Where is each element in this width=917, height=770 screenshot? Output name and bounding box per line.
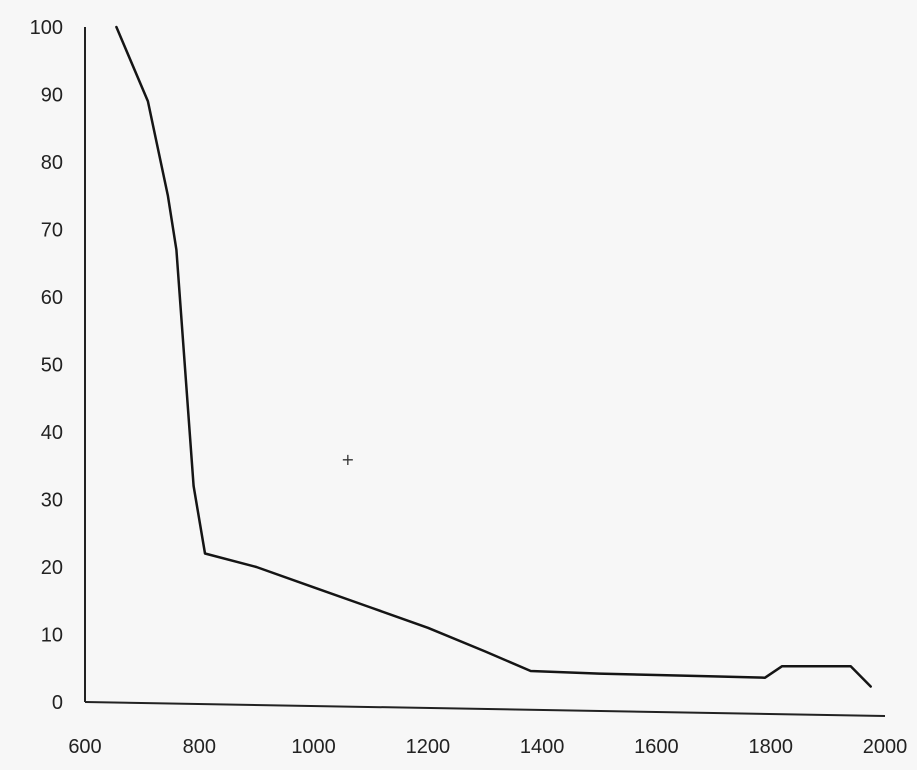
- x-tick-label: 1000: [291, 736, 336, 758]
- y-tick-label: 30: [41, 490, 63, 512]
- annotations: +: [341, 450, 354, 469]
- y-tick-label: 20: [41, 557, 63, 579]
- x-axis-line: [84, 701, 886, 717]
- x-tick-label: 1200: [406, 736, 451, 758]
- x-tick-label: 1400: [520, 736, 565, 758]
- y-tick-label: 50: [41, 355, 63, 377]
- y-tick-label: 40: [41, 422, 63, 444]
- x-tick-label: 2000: [863, 736, 908, 758]
- x-tick-label: 1800: [748, 736, 793, 758]
- x-tick-label: 800: [183, 736, 216, 758]
- y-tick-label: 0: [52, 692, 63, 714]
- y-tick-label: 10: [41, 625, 63, 647]
- y-tick-label: 90: [41, 85, 63, 107]
- annotation-marker: +: [341, 450, 354, 469]
- y-tick-label: 100: [30, 17, 63, 39]
- y-tick-label: 70: [41, 220, 63, 242]
- y-tick-label: 80: [41, 152, 63, 174]
- x-tick-label: 600: [68, 736, 101, 758]
- y-tick-label: 60: [41, 287, 63, 309]
- axes: [84, 27, 886, 717]
- series-line: [115, 25, 872, 688]
- x-tick-label: 1600: [634, 736, 679, 758]
- series: [115, 25, 872, 688]
- tick-labels: 0 10 20 30 40 50 60 70 80 90 100 600 800 1000 1200 1400…: [30, 17, 908, 758]
